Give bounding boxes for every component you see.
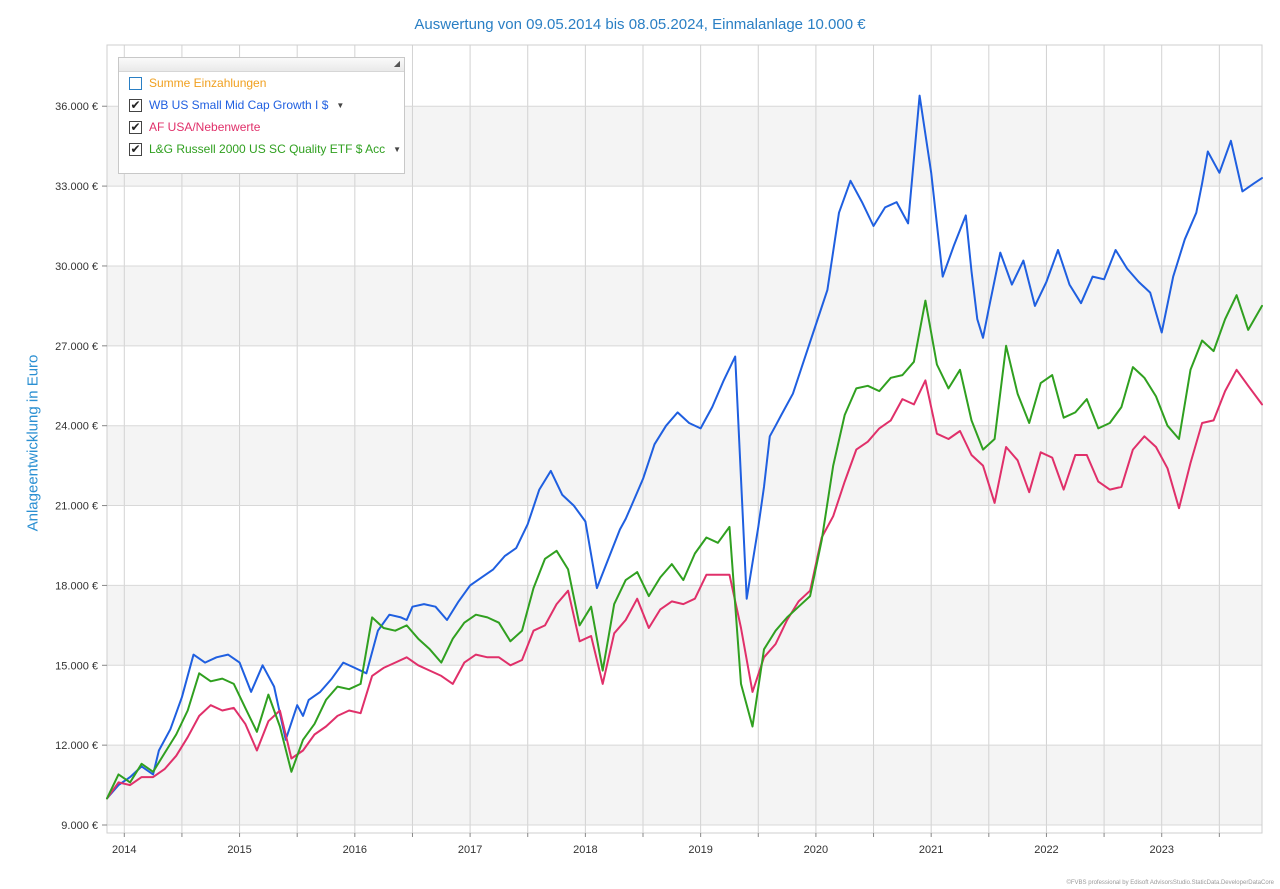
- grid-band: [107, 825, 1262, 833]
- grid-band: [107, 745, 1262, 826]
- checkbox-checked-icon[interactable]: ✔: [129, 120, 142, 134]
- checkbox-checked-icon[interactable]: ✔: [129, 98, 142, 112]
- plot-area-border: [106, 44, 1263, 834]
- legend-item-wb-us-small-mid-cap[interactable]: ✔ WB US Small Mid Cap Growth I $ ▼: [119, 94, 404, 116]
- y-tick-label: 33.000 €: [55, 181, 98, 193]
- y-tick-label: 18.000 €: [55, 580, 98, 592]
- collapse-triangle-icon[interactable]: ◢: [393, 59, 400, 68]
- dropdown-arrow-icon[interactable]: ▼: [393, 144, 402, 154]
- y-tick-label: 36.000 €: [55, 101, 98, 113]
- y-axis-label: Anlageentwicklung in Euro: [24, 354, 42, 532]
- y-axis-ticks: 9.000 € 12.000 € 15.000 € 18.000 € 21.000 € 2…: [55, 101, 107, 832]
- x-tick-label: 2022: [1034, 844, 1058, 856]
- y-tick-label: 24.000 €: [55, 421, 98, 433]
- copyright-credit: ©FVBS professional by Edisoft AdvisorsSt…: [1066, 880, 1274, 886]
- series-line-0: [106, 94, 1263, 800]
- checkbox-checked-icon[interactable]: ✔: [129, 142, 142, 156]
- x-tick-label: 2023: [1149, 844, 1173, 856]
- grid-band: [107, 585, 1262, 666]
- x-tick-label: 2020: [804, 844, 828, 856]
- x-tick-label: 2021: [919, 844, 943, 856]
- x-tick-label: 2017: [458, 844, 482, 856]
- x-tick-label: 2018: [573, 844, 597, 856]
- legend-label: AF USA/Nebenwerte: [149, 120, 261, 134]
- series-line-2: [106, 294, 1263, 800]
- legend-item-summe-einzahlungen[interactable]: Summe Einzahlungen: [119, 72, 404, 94]
- y-tick-label: 27.000 €: [55, 341, 98, 353]
- y-tick-label: 9.000 €: [61, 820, 98, 832]
- legend-label: Summe Einzahlungen: [149, 76, 267, 90]
- x-tick-label: 2019: [688, 844, 712, 856]
- y-tick-label: 12.000 €: [55, 740, 98, 752]
- x-tick-label: 2016: [343, 844, 367, 856]
- x-tick-label: 2014: [112, 844, 136, 856]
- legend-header[interactable]: ◢: [119, 58, 404, 72]
- legend: ◢ Summe Einzahlungen ✔ WB US Small Mid C…: [118, 57, 405, 174]
- dropdown-arrow-icon[interactable]: ▼: [336, 100, 345, 110]
- grid-band: [107, 425, 1262, 506]
- grid-band: [107, 265, 1262, 346]
- chart-title: Auswertung von 09.05.2014 bis 08.05.2024…: [414, 16, 866, 33]
- vertical-gridlines: [123, 45, 1220, 833]
- horizontal-gridlines: [107, 105, 1262, 826]
- legend-item-lg-russell-2000[interactable]: ✔ L&G Russell 2000 US SC Quality ETF $ A…: [119, 138, 404, 160]
- legend-item-af-usa-nebenwerte[interactable]: ✔ AF USA/Nebenwerte: [119, 116, 404, 138]
- x-tick-label: 2015: [227, 844, 251, 856]
- legend-label: WB US Small Mid Cap Growth I $: [149, 98, 329, 112]
- checkbox-unchecked-icon[interactable]: [129, 76, 142, 90]
- y-tick-label: 30.000 €: [55, 261, 98, 273]
- legend-label: L&G Russell 2000 US SC Quality ETF $ Acc: [149, 142, 386, 156]
- series-group: [106, 94, 1263, 800]
- x-axis-ticks: 2014 2015 2016 2017 2018 2019 2020 2021 2022 2023: [112, 833, 1220, 856]
- y-tick-label: 21.000 €: [55, 501, 98, 513]
- horizontal-bands: [107, 106, 1262, 833]
- y-tick-label: 15.000 €: [55, 660, 98, 672]
